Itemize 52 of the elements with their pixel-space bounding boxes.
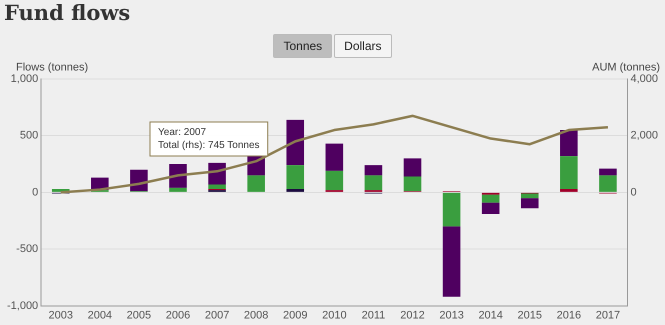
x-tick-label: 2005	[126, 309, 152, 322]
bar	[326, 144, 344, 171]
bar	[560, 130, 578, 156]
x-tick-label: 2009	[283, 309, 308, 322]
x-tick-label: 2015	[518, 309, 542, 322]
bar	[520, 198, 539, 208]
bar	[442, 192, 460, 226]
bar	[208, 184, 226, 189]
x-tick-label: 2003	[48, 309, 73, 322]
chart-title: Fund flows	[4, 0, 130, 25]
bar	[599, 168, 617, 176]
annotation: Year: 2007 Total (rhs): 745 Tonnes	[158, 126, 260, 151]
x-tick-label: 2006	[166, 309, 190, 322]
bar	[560, 189, 578, 192]
bar	[442, 226, 460, 297]
x-tick-label: 2008	[244, 309, 268, 322]
y-tick-label: -1,000	[6, 300, 38, 312]
x-tick-label: 2007	[204, 309, 230, 322]
y-axis-title: Flows (tonnes)	[16, 62, 88, 74]
x-tick-label: 2013	[439, 309, 464, 322]
text: Dollars	[334, 34, 392, 58]
bar	[247, 175, 265, 192]
x-tick-label: 2010	[322, 309, 347, 322]
x-tick-label: 2011	[362, 309, 386, 322]
bar	[482, 194, 500, 203]
bar	[404, 176, 422, 192]
bar	[560, 156, 578, 189]
bar	[169, 188, 187, 192]
bar	[364, 175, 382, 190]
bar	[326, 170, 344, 190]
x-tick-label: 2017	[596, 309, 620, 322]
bar	[599, 175, 617, 192]
x-tick-label: 2014	[478, 309, 503, 322]
y-tick-label: -500	[16, 243, 38, 256]
y-tick-label: 0	[32, 186, 38, 198]
bar	[364, 165, 382, 176]
x-tick-label: 2004	[88, 309, 112, 322]
bar	[482, 202, 500, 214]
bar	[286, 165, 304, 189]
x-tick-label: 2012	[400, 309, 425, 322]
y-tick-label: 1,000	[10, 73, 38, 86]
y2-axis-title: AUM (tonnes)	[592, 62, 660, 74]
y-tick-label: 500	[20, 130, 38, 142]
bar	[286, 120, 304, 166]
text: Tonnes	[273, 34, 332, 58]
y2-tick-label: 0	[630, 186, 637, 198]
x-tick-label: 2016	[556, 309, 582, 322]
bar	[286, 189, 304, 192]
y2-tick-label: 4,000	[630, 73, 658, 86]
bar	[520, 194, 539, 198]
bar	[404, 158, 422, 177]
y2-tick-label: 2,000	[630, 130, 658, 142]
